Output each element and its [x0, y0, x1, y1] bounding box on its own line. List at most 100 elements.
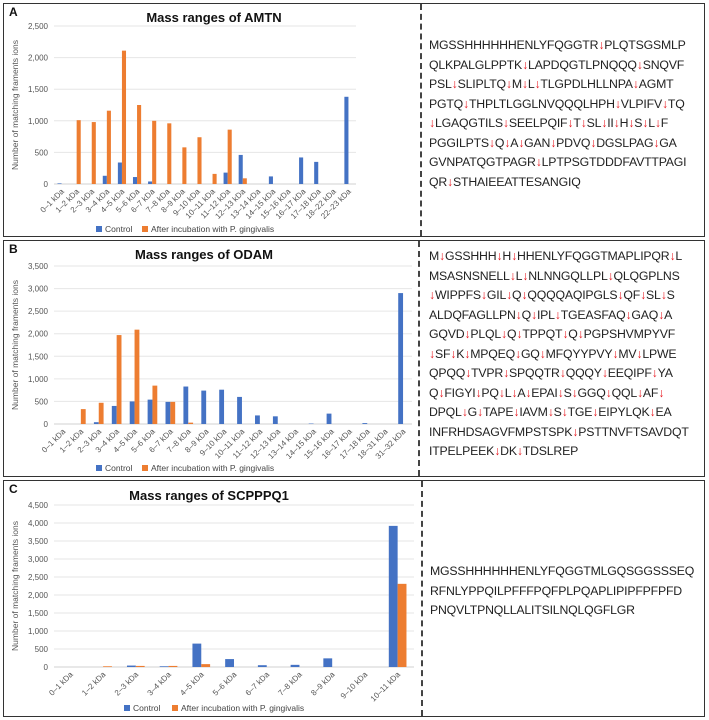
panel-label: C: [9, 482, 18, 496]
cleavage-arrow-icon: ↓: [605, 385, 612, 400]
bar-after-incubation: [80, 409, 86, 424]
sequence-segment: H: [502, 249, 512, 263]
sequence-line: M↓GSSHHH↓H↓HHENLYFQGGTMAPLIPQR↓L: [429, 249, 689, 269]
bar-control: [111, 405, 117, 424]
bar-control: [102, 175, 107, 184]
cleavage-arrow-icon: ↓: [598, 38, 605, 52]
sequence-segment: TVPR: [471, 366, 504, 380]
sequence-segment: QQQQAQIPGLS: [527, 288, 618, 302]
cleavage-arrow-icon: ↓: [506, 288, 513, 302]
bar-control: [183, 386, 189, 424]
sequence-segment: FIGYI: [444, 385, 476, 400]
sequence-line: GQVD↓PLQL↓Q↓TPPQT↓Q↓PGPSHVMPYVF: [429, 327, 689, 347]
sequence-segment: SLIPLTQ: [457, 77, 506, 91]
cleavage-arrow-icon: ↓: [522, 57, 529, 72]
cleavage-arrow-icon: ↓: [439, 249, 445, 263]
cleavage-arrow-icon: ↓: [658, 307, 665, 322]
cleavage-arrow-icon: ↓: [513, 405, 520, 419]
sequence-segment: QF: [623, 288, 641, 302]
bar-control: [237, 396, 242, 424]
legend-swatch: [96, 465, 102, 471]
sequence-segment: IAVM: [519, 405, 548, 419]
odam-sequence: M↓GSSHHH↓H↓HHENLYFQGGTMAPLIPQR↓L MSASNSNE…: [429, 249, 689, 464]
y-tick-label: 1,500: [28, 85, 49, 94]
cleavage-arrow-icon: ↓: [649, 405, 656, 419]
sequence-segment: SF: [434, 346, 451, 361]
bar-control: [126, 665, 136, 667]
bar-after-incubation: [135, 665, 145, 667]
sequence-segment: ALDQFAGLLPN: [429, 307, 516, 322]
y-tick-label: 2,500: [28, 573, 49, 582]
bar-after-incubation: [76, 120, 81, 184]
sequence-segment: MPQEQ: [470, 346, 515, 361]
cleavage-arrow-icon: ↓: [521, 77, 528, 91]
sequence-line: ITPELPEEK↓DK↓TDSLREP: [429, 444, 689, 464]
sequence-segment: GAN: [524, 135, 551, 150]
panel-label: B: [9, 242, 18, 256]
cleavage-arrow-icon: ↓: [561, 405, 568, 419]
bar-control: [268, 176, 273, 184]
cleavage-arrow-icon: ↓: [534, 77, 541, 91]
cleavage-arrow-icon: ↓: [488, 135, 495, 150]
sequence-segment: L: [675, 249, 683, 263]
sequence-segment: SL: [586, 116, 602, 130]
cleavage-arrow-icon: ↓: [590, 135, 597, 150]
sequence-segment: TQ: [667, 96, 685, 111]
sequence-segment: EIPYLQK: [598, 405, 650, 419]
sequence-line: DPQL↓G↓TAPE↓IAVM↓S↓TGE↓EIPYLQK↓EA: [429, 405, 689, 425]
cleavage-arrow-icon: ↓: [511, 249, 518, 263]
sequence-segment: L: [515, 268, 523, 283]
y-tick-label: 2,500: [28, 22, 49, 31]
legend-label: Control: [133, 703, 161, 713]
bar-after-incubation: [182, 147, 187, 184]
bar-control: [192, 643, 202, 667]
sequence-segment: GAQ: [631, 307, 659, 322]
cleavage-arrow-icon: ↓: [461, 405, 468, 419]
cleavage-arrow-icon: ↓: [640, 288, 647, 302]
panel-a: A Mass ranges of AMTN 0 500 1,000 1,500 2,000…: [3, 3, 705, 237]
amtn-sequence: MGSSHHHHHHENLYFQGGTR↓PLQTSGSMLP QLKPALGLP…: [429, 38, 687, 194]
cleavage-arrow-icon: ↓: [580, 116, 587, 130]
amtn-chart: Mass ranges of AMTN 0 500 1,000 1,500 2,000 2,…: [10, 10, 356, 234]
sequence-segment: QQL: [611, 385, 638, 400]
cleavage-arrow-icon: ↓: [447, 174, 453, 189]
bar-after-incubation: [188, 422, 194, 424]
y-tick-label: 1,000: [28, 117, 49, 126]
sequence-line: QLKPALGLPPTK↓LAPDQGTLPNQQQ↓SNQVF: [429, 58, 686, 78]
cleavage-arrow-icon: ↓: [547, 405, 554, 419]
sequence-segment: SPQQTR: [509, 366, 560, 380]
cleavage-arrow-icon: ↓: [535, 155, 542, 169]
bar-after-incubation: [212, 173, 217, 184]
cleavage-arrow-icon: ↓: [480, 288, 487, 302]
sequence-segment: A: [517, 385, 526, 400]
x-tick-label: 8–9 kDa: [309, 670, 337, 698]
bar-control: [344, 96, 349, 184]
y-axis-label: Number of matching framents ions: [10, 40, 20, 170]
sequence-segment: QPQQ: [429, 366, 466, 380]
sequence-segment: SL: [646, 288, 661, 302]
bar-control: [148, 181, 153, 184]
sequence-segment: S: [634, 116, 643, 130]
y-tick-label: 3,500: [28, 537, 49, 546]
cleavage-arrow-icon: ↓: [614, 96, 621, 111]
sequence-segment: QQQY: [565, 366, 602, 380]
sequence-line: PSL↓SLIPLTQ↓M↓L↓TLGPDLHLLNPA↓AGMT: [429, 77, 686, 97]
sequence-line: RFNLYPPQILPFFFPQFPLPQAPLIPIPFPFPFD: [430, 584, 694, 604]
cleavage-arrow-icon: ↓: [494, 444, 501, 458]
bar-control: [398, 293, 404, 424]
sequence-segment: DPQL: [429, 405, 462, 419]
y-tick-label: 4,500: [28, 501, 49, 510]
cleavage-arrow-icon: ↓: [509, 268, 516, 283]
sequence-segment: YA: [657, 366, 673, 380]
sequence-segment: QLQGPLNS: [613, 268, 680, 283]
x-tick-label: 4–5 kDa: [178, 670, 206, 698]
bar-after-incubation: [170, 401, 176, 424]
sequence-segment: AGMT: [638, 77, 674, 91]
chart-title: Mass ranges of ODAM: [135, 247, 273, 262]
sequence-segment: SEELPQIF: [508, 116, 568, 130]
cleavage-arrow-icon: ↓: [654, 116, 661, 130]
cleavage-arrow-icon: ↓: [464, 327, 471, 341]
bar-after-incubation: [201, 664, 211, 667]
cleavage-arrow-icon: ↓: [514, 346, 521, 361]
